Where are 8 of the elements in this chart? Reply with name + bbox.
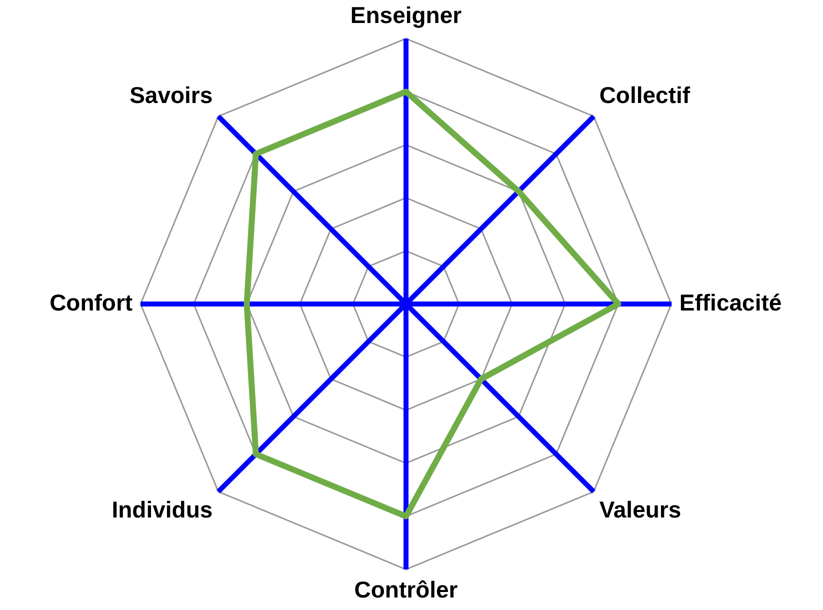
spoke-label: Enseigner <box>350 2 462 28</box>
spoke-label: Efficacité <box>679 289 782 316</box>
spoke-label: Collectif <box>599 82 690 108</box>
spoke-label: Savoirs <box>130 82 213 108</box>
spoke-label: Confort <box>50 289 133 316</box>
spoke-label: Contrôler <box>354 576 458 603</box>
spoke-label: Individus <box>112 496 213 522</box>
spoke-label: Valeurs <box>599 496 682 522</box>
